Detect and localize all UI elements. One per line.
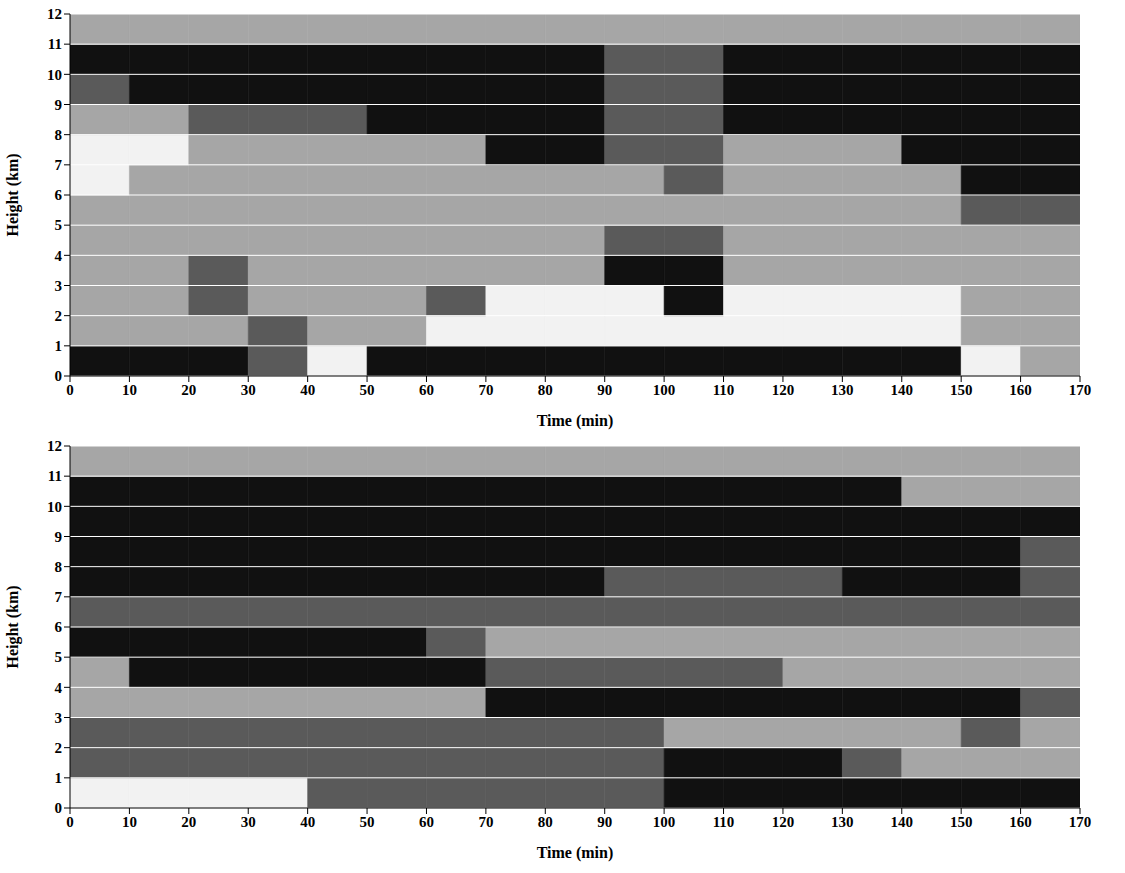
- svg-text:0: 0: [55, 800, 63, 816]
- svg-text:130: 130: [831, 814, 854, 830]
- svg-text:Time (min): Time (min): [537, 844, 614, 862]
- svg-text:70: 70: [478, 382, 493, 398]
- svg-text:5: 5: [55, 217, 63, 233]
- svg-text:4: 4: [55, 248, 63, 264]
- svg-text:20: 20: [181, 814, 196, 830]
- svg-text:0: 0: [66, 814, 74, 830]
- svg-text:80: 80: [538, 382, 553, 398]
- svg-text:60: 60: [419, 814, 434, 830]
- svg-text:110: 110: [713, 814, 735, 830]
- svg-text:7: 7: [55, 589, 63, 605]
- svg-text:50: 50: [360, 814, 375, 830]
- svg-text:Time (min): Time (min): [537, 412, 614, 430]
- svg-text:6: 6: [55, 187, 63, 203]
- svg-text:0: 0: [66, 382, 74, 398]
- svg-text:10: 10: [47, 499, 62, 515]
- svg-text:140: 140: [891, 382, 914, 398]
- svg-text:110: 110: [713, 382, 735, 398]
- svg-text:7: 7: [55, 157, 63, 173]
- svg-text:60: 60: [419, 382, 434, 398]
- svg-text:1: 1: [55, 770, 63, 786]
- svg-text:30: 30: [241, 814, 256, 830]
- svg-text:150: 150: [950, 814, 973, 830]
- svg-text:50: 50: [360, 382, 375, 398]
- svg-text:11: 11: [48, 36, 62, 52]
- svg-text:20: 20: [181, 382, 196, 398]
- svg-text:Height (km): Height (km): [4, 153, 22, 236]
- svg-text:140: 140: [891, 814, 914, 830]
- svg-text:5: 5: [55, 649, 63, 665]
- svg-text:11: 11: [48, 468, 62, 484]
- svg-text:90: 90: [597, 382, 612, 398]
- svg-text:10: 10: [122, 814, 137, 830]
- svg-text:4: 4: [55, 680, 63, 696]
- svg-text:9: 9: [55, 97, 63, 113]
- svg-text:Height (km): Height (km): [4, 585, 22, 668]
- svg-text:0: 0: [55, 368, 63, 384]
- svg-text:12: 12: [47, 6, 62, 22]
- svg-text:150: 150: [950, 382, 973, 398]
- svg-text:100: 100: [653, 382, 676, 398]
- svg-text:2: 2: [55, 740, 63, 756]
- svg-text:2: 2: [55, 308, 63, 324]
- svg-text:40: 40: [300, 382, 315, 398]
- svg-text:30: 30: [241, 382, 256, 398]
- svg-text:9: 9: [55, 529, 63, 545]
- svg-text:160: 160: [1009, 382, 1032, 398]
- svg-text:120: 120: [772, 814, 795, 830]
- svg-text:90: 90: [597, 814, 612, 830]
- svg-text:3: 3: [55, 710, 63, 726]
- svg-text:8: 8: [55, 559, 63, 575]
- svg-text:10: 10: [47, 67, 62, 83]
- svg-text:12: 12: [47, 438, 62, 454]
- svg-text:6: 6: [55, 619, 63, 635]
- svg-text:170: 170: [1069, 814, 1092, 830]
- svg-text:40: 40: [300, 814, 315, 830]
- svg-text:70: 70: [478, 814, 493, 830]
- svg-text:130: 130: [831, 382, 854, 398]
- svg-text:160: 160: [1009, 814, 1032, 830]
- svg-text:80: 80: [538, 814, 553, 830]
- svg-text:10: 10: [122, 382, 137, 398]
- svg-text:120: 120: [772, 382, 795, 398]
- svg-text:3: 3: [55, 278, 63, 294]
- svg-text:170: 170: [1069, 382, 1092, 398]
- svg-text:8: 8: [55, 127, 63, 143]
- svg-text:1: 1: [55, 338, 63, 354]
- svg-text:100: 100: [653, 814, 676, 830]
